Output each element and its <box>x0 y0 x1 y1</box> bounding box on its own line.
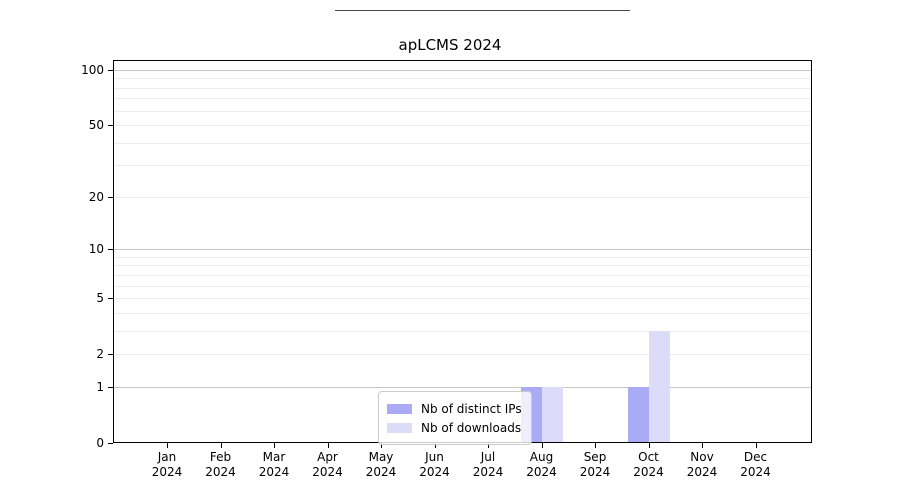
x-axis-tick <box>167 443 169 448</box>
chart-title: apLCMS 2024 <box>398 36 502 54</box>
x-tick-label: Apr 2024 <box>312 450 343 479</box>
legend-item-distinct-ips: Nb of distinct IPs <box>387 400 522 417</box>
minor-gridline <box>113 256 812 258</box>
bar-distinct-ips <box>627 386 649 443</box>
legend-swatch-distinct-ips <box>387 403 412 414</box>
minor-gridline <box>113 285 812 287</box>
y-axis-tick <box>108 354 113 356</box>
x-tick-label: Oct 2024 <box>633 450 664 479</box>
x-tick-label: Jan 2024 <box>151 450 183 479</box>
y-axis-tick <box>108 298 113 300</box>
x-tick-label: Jun 2024 <box>419 450 450 479</box>
minor-gridline <box>113 330 812 332</box>
major-gridline <box>113 386 812 388</box>
x-axis-tick <box>755 443 757 448</box>
minor-gridline <box>113 298 812 300</box>
minor-gridline <box>113 274 812 276</box>
minor-gridline <box>113 196 812 198</box>
x-tick-label: Feb 2024 <box>205 450 236 479</box>
major-gridline <box>113 249 812 251</box>
x-axis-tick <box>434 443 436 448</box>
legend-swatch-downloads <box>387 422 412 433</box>
y-axis-tick <box>108 249 113 251</box>
plot-frame <box>113 60 812 443</box>
minor-gridline <box>113 125 812 127</box>
x-tick-label: Dec 2024 <box>740 450 771 479</box>
x-axis-tick <box>220 443 222 448</box>
y-tick-label: 2 <box>96 347 104 362</box>
minor-gridline <box>113 265 812 267</box>
minor-gridline <box>113 312 812 314</box>
legend-label-downloads: Nb of downloads <box>421 420 522 435</box>
x-tick-label: May 2024 <box>365 450 397 479</box>
legend-label-distinct-ips: Nb of distinct IPs <box>421 401 522 416</box>
y-tick-label: 20 <box>88 189 104 204</box>
x-tick-label: Sep 2024 <box>579 450 611 479</box>
y-tick-label: 10 <box>88 242 104 257</box>
bar-downloads <box>541 386 563 443</box>
y-tick-label: 1 <box>96 379 104 394</box>
x-axis-tick <box>702 443 704 448</box>
minor-gridline <box>113 87 812 89</box>
y-axis-tick <box>108 386 113 389</box>
legend-item-downloads: Nb of downloads <box>387 419 522 436</box>
y-tick-label: 50 <box>88 118 104 133</box>
y-axis-tick <box>108 69 113 71</box>
y-axis-tick <box>108 443 113 445</box>
x-axis-tick <box>541 443 543 448</box>
x-axis-tick <box>327 443 329 448</box>
x-axis-tick <box>381 443 383 448</box>
minor-gridline <box>113 110 812 112</box>
x-axis-tick <box>648 443 650 448</box>
x-tick-label: Nov 2024 <box>686 450 718 479</box>
major-gridline <box>113 69 812 71</box>
x-tick-label: Jul 2024 <box>472 450 504 479</box>
minor-gridline <box>113 354 812 356</box>
x-axis-tick <box>274 443 276 448</box>
minor-gridline <box>113 98 812 100</box>
minor-gridline <box>113 142 812 144</box>
bar-downloads <box>648 330 670 443</box>
x-tick-label: Mar 2024 <box>258 450 290 479</box>
y-tick-label: 0 <box>96 436 104 450</box>
y-axis-tick <box>108 125 113 127</box>
legend-box: Nb of distinct IPs Nb of downloads <box>378 391 532 445</box>
x-tick-label: Aug 2024 <box>526 450 557 479</box>
top-rule-line <box>335 10 630 11</box>
y-tick-label: 100 <box>81 62 104 77</box>
minor-gridline <box>113 165 812 167</box>
x-axis-tick <box>488 443 490 448</box>
x-axis-tick <box>595 443 597 448</box>
y-axis-tick <box>108 196 113 198</box>
minor-gridline <box>113 78 812 80</box>
y-tick-label: 5 <box>96 291 104 306</box>
